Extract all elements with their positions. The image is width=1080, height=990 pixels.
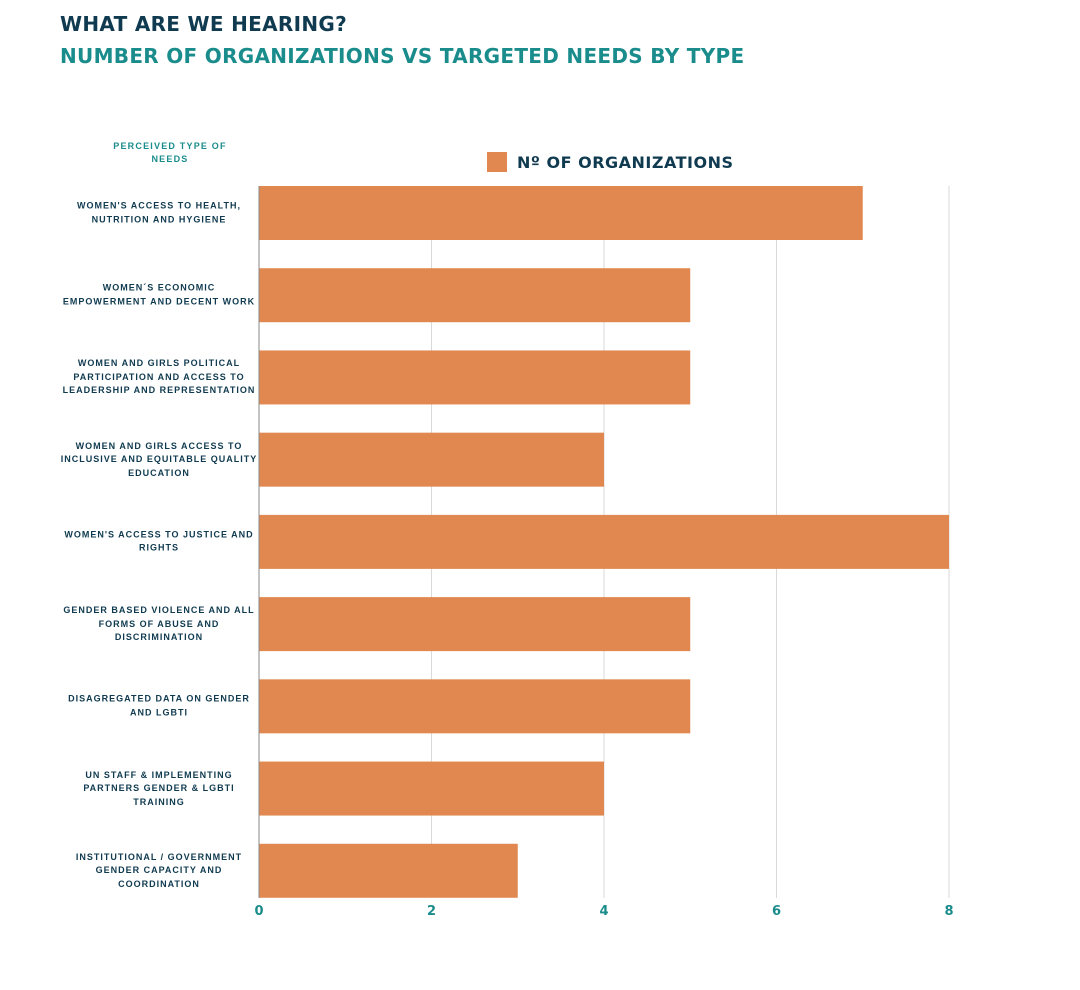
bar (259, 432, 604, 487)
chart-subtitle: NUMBER OF ORGANIZATIONS VS TARGETED NEED… (60, 44, 745, 68)
x-tick-label: 8 (944, 904, 954, 919)
x-tick-label: 4 (599, 904, 609, 919)
bar (259, 186, 863, 240)
bar (259, 761, 604, 816)
category-label: WOMEN AND GIRLS ACCESS TO INCLUSIVE AND … (60, 440, 258, 478)
x-tick-label: 2 (426, 904, 437, 919)
category-label: WOMEN AND GIRLS POLITICAL PARTICIPATION … (62, 358, 256, 396)
category-label: WOMEN´S ECONOMIC EMPOWERMENT AND DECENT … (62, 282, 256, 307)
bar (259, 597, 691, 652)
bar (259, 843, 518, 898)
x-tick-label: 0 (254, 904, 264, 919)
legend-label: Nº OF ORGANIZATIONS (517, 152, 734, 172)
chart-title: WHAT ARE WE HEARING? (60, 12, 347, 36)
bar (259, 268, 691, 323)
category-label: INSTITUTIONAL / GOVERNMENT GENDER CAPACI… (75, 851, 243, 889)
legend-swatch (487, 152, 507, 172)
category-label: WOMEN'S ACCESS TO HEALTH, NUTRITION AND … (77, 200, 241, 225)
category-label: WOMEN'S ACCESS TO JUSTICE AND RIGHTS (64, 529, 254, 553)
x-tick-label: 6 (771, 904, 782, 919)
legend: Nº OF ORGANIZATIONS (487, 152, 734, 172)
bar (259, 514, 949, 569)
category-label: GENDER BASED VIOLENCE AND ALL FORMS OF A… (63, 604, 255, 642)
bar (259, 679, 691, 734)
category-label: DISAGREGATED DATA ON GENDER AND LGBTI (68, 693, 250, 718)
y-axis-label: PERCEIVED TYPE OF NEEDS (113, 141, 227, 164)
bar (259, 350, 691, 405)
category-label: UN STAFF & IMPLEMENTING PARTNERS GENDER … (83, 769, 235, 807)
